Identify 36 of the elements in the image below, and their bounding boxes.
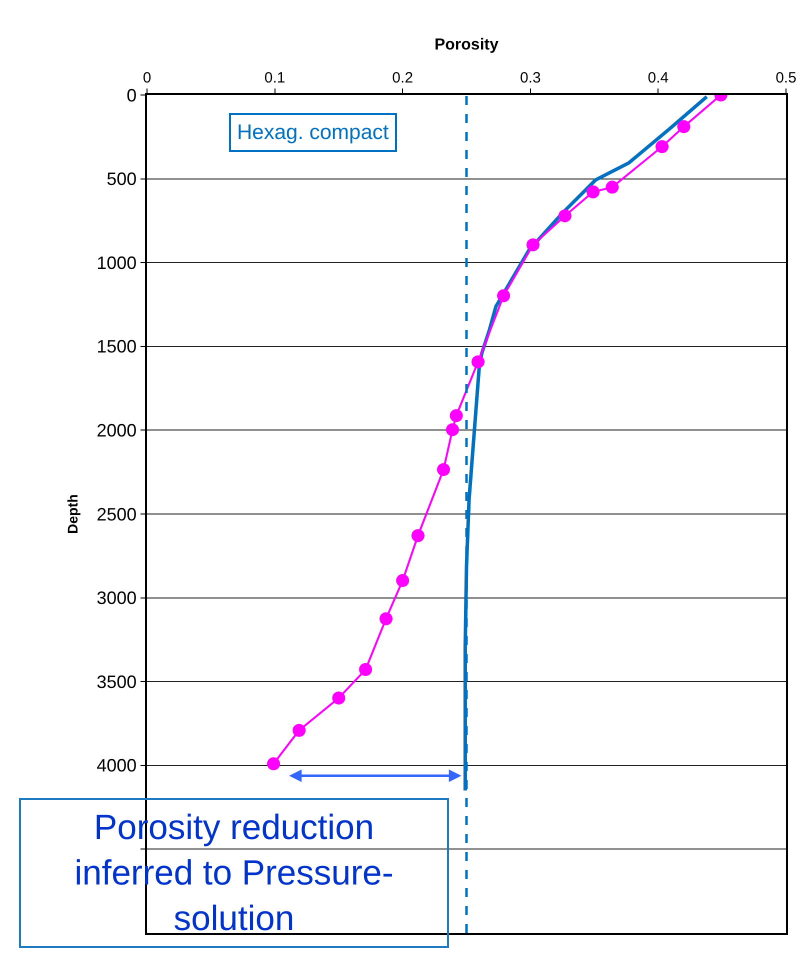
y-tick-label: 1000	[96, 252, 137, 273]
point	[656, 140, 669, 154]
point	[472, 355, 484, 368]
point	[450, 409, 463, 422]
x-tick-label: 0	[142, 69, 152, 86]
y-tick-label: 0	[126, 85, 137, 106]
x-tick-label: 0.3	[520, 69, 541, 86]
point	[411, 529, 424, 542]
y-axis-title: Depth	[64, 494, 81, 534]
x-axis-title: Porosity	[434, 36, 499, 54]
point	[332, 692, 346, 705]
point	[379, 612, 392, 626]
point	[437, 463, 450, 476]
x-tick-label: 0.1	[264, 69, 286, 86]
x-tick-label: 0.4	[648, 69, 669, 86]
point	[396, 574, 410, 588]
y-tick-label: 500	[106, 169, 137, 190]
point	[497, 289, 510, 302]
y-tick-label: 2500	[96, 504, 137, 524]
point	[292, 724, 306, 737]
point	[526, 238, 540, 252]
y-tick-label: 3500	[96, 672, 137, 692]
y-tick-label: 4000	[96, 756, 137, 776]
point	[586, 185, 600, 198]
point	[267, 757, 280, 770]
y-tick-label: 1500	[96, 336, 137, 357]
x-tick-label: 0.5	[776, 69, 796, 86]
point	[606, 180, 619, 194]
ref-line-label: Hexag. compact	[237, 121, 389, 144]
point	[558, 209, 572, 222]
point	[677, 120, 690, 134]
y-tick-label: 3000	[96, 588, 137, 608]
y-tick-label: 2000	[96, 420, 137, 440]
point	[359, 663, 372, 676]
x-tick-label: 0.2	[392, 69, 414, 86]
point	[446, 423, 459, 436]
